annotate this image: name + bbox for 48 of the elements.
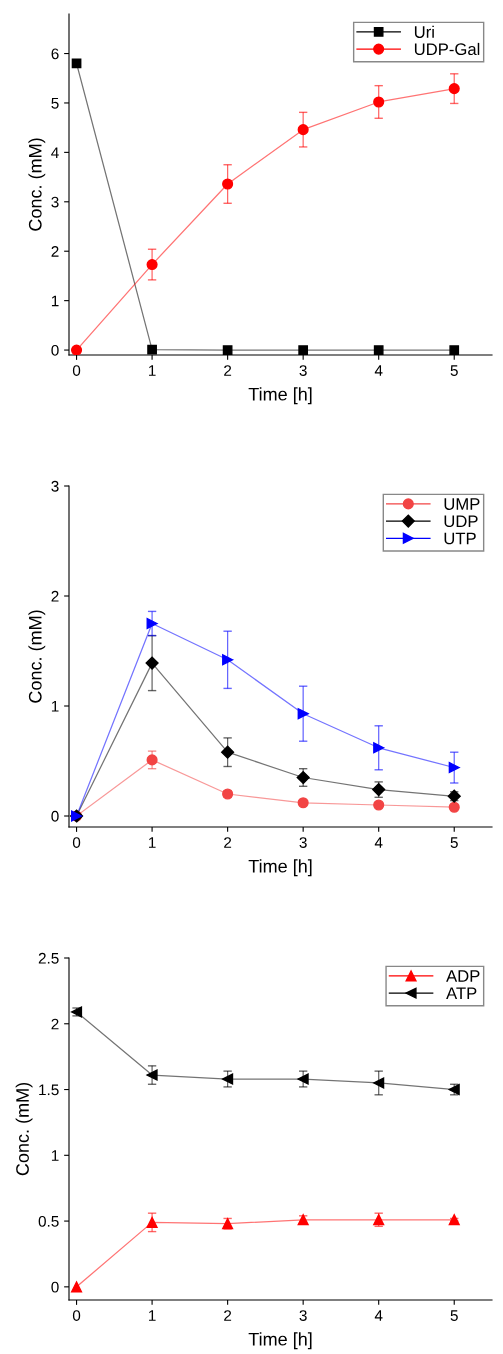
y-axis-title: Conc. (mM) <box>28 138 46 231</box>
y-tick-label: 0 <box>51 344 59 356</box>
x-tick-label: 2 <box>224 365 232 376</box>
y-tick-label: 0 <box>51 1281 59 1293</box>
legend-label: Uri <box>414 25 434 38</box>
y-axis-title: Conc. (mM) <box>28 610 46 703</box>
y-tick-label: 3 <box>51 196 59 208</box>
x-tick-label: 1 <box>149 837 156 848</box>
x-axis-title: Time [h] <box>248 1332 312 1350</box>
x-tick-label: 4 <box>374 1310 383 1321</box>
x-tick-label: 3 <box>299 1310 307 1321</box>
legend-label: UDP-Gal <box>414 42 480 56</box>
y-tick-label: 5 <box>51 97 59 109</box>
x-tick-label: 0 <box>72 365 81 376</box>
y-tick-label: 0 <box>51 810 59 822</box>
y-tick-label: 1 <box>51 1150 59 1161</box>
y-tick-label: 1.5 <box>39 1084 59 1096</box>
x-tick-label: 2 <box>224 1310 232 1321</box>
y-tick-label: 3 <box>51 480 59 492</box>
legend-label: UDP <box>444 515 478 528</box>
y-tick-label: 2 <box>51 1018 59 1030</box>
y-tick-label: 1 <box>51 701 59 712</box>
x-tick-label: 0 <box>72 837 81 848</box>
x-tick-label: 5 <box>450 1310 458 1321</box>
x-axis-title: Time [h] <box>248 387 312 405</box>
x-tick-label: 5 <box>450 837 458 848</box>
x-tick-label: 2 <box>224 837 232 848</box>
y-tick-label: 2 <box>51 590 59 602</box>
legend-label: ATP <box>446 987 477 999</box>
x-tick-label: 3 <box>299 365 307 376</box>
legend-label: ADP <box>446 970 480 982</box>
x-tick-label: 4 <box>374 365 383 376</box>
legend-label: UTP <box>444 532 476 545</box>
y-tick-label: 2.5 <box>38 952 59 964</box>
x-tick-label: 1 <box>149 1310 156 1321</box>
x-axis-title: Time [h] <box>248 859 312 877</box>
y-tick-label: 0.5 <box>38 1215 59 1227</box>
legend-label: UMP <box>444 498 480 510</box>
y-tick-label: 4 <box>51 147 59 158</box>
y-tick-label: 1 <box>51 295 59 307</box>
y-tick-label: 2 <box>51 246 59 257</box>
x-tick-label: 0 <box>72 1310 81 1321</box>
x-tick-label: 3 <box>299 837 307 848</box>
y-tick-label: 6 <box>51 48 59 60</box>
y-axis-title: Conc. (mM) <box>15 1082 33 1176</box>
x-tick-label: 4 <box>374 837 383 848</box>
x-tick-label: 1 <box>149 365 156 376</box>
x-tick-label: 5 <box>450 365 458 376</box>
